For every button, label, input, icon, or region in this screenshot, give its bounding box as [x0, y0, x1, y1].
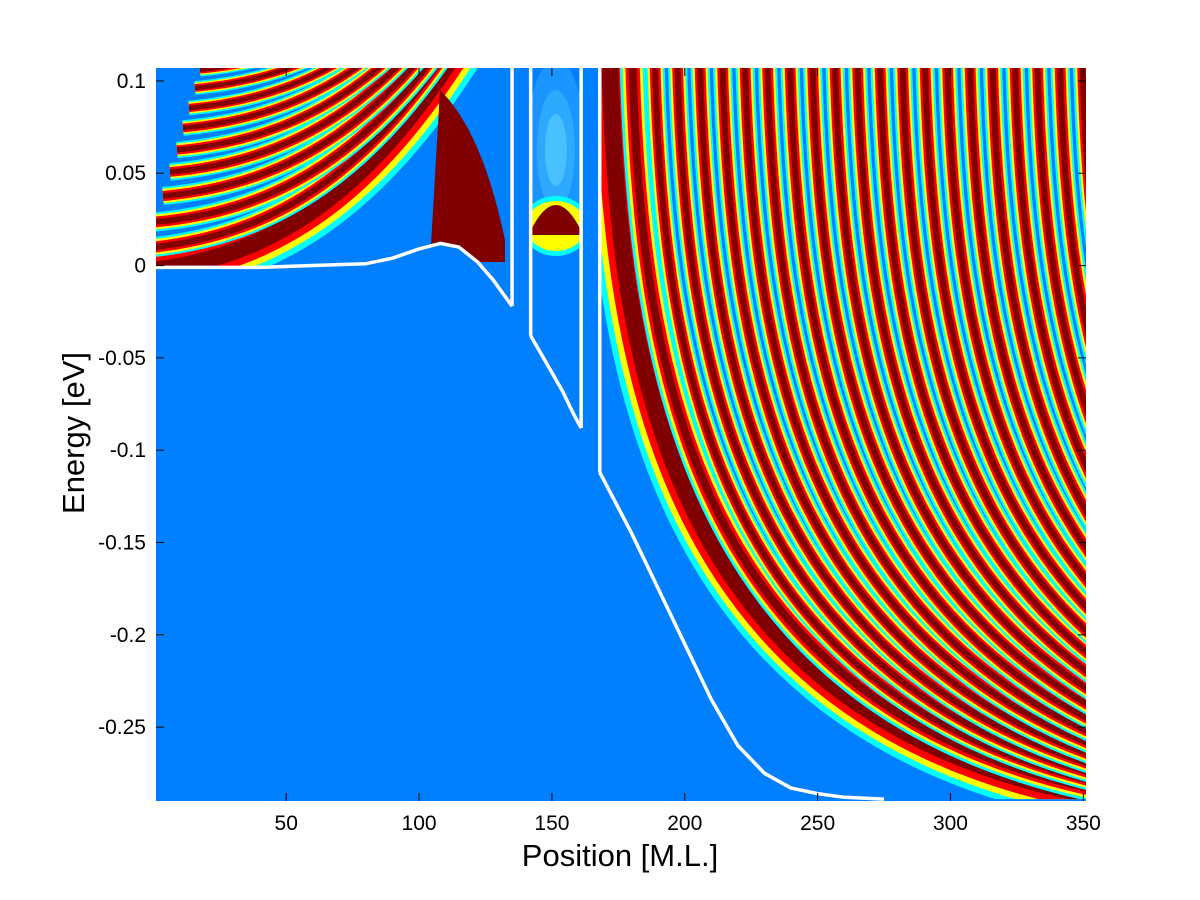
band-edge-line	[156, 241, 514, 308]
band-edge-line	[529, 334, 583, 429]
fringe-band	[1012, 68, 1086, 762]
fringe-band	[199, 68, 513, 73]
fringe-band	[1105, 63, 1200, 751]
fringe-band	[199, 68, 513, 77]
fringe-band	[854, 68, 1086, 776]
y-tick-label: -0.2	[110, 624, 146, 647]
x-axis-label: Position [M.L.]	[522, 838, 718, 873]
well-glow	[544, 114, 567, 186]
x-tick-label: 300	[933, 812, 968, 835]
fringe-band	[652, 68, 1086, 794]
fringe-band	[1072, 68, 1086, 763]
fringe-band	[967, 68, 1086, 766]
y-tick-label: -0.15	[98, 532, 146, 555]
fringe-band	[210, 0, 540, 40]
fringe-band	[742, 68, 1086, 786]
fringe-band	[628, 68, 1086, 797]
x-tick-label: 150	[534, 812, 569, 835]
well-region-density	[530, 68, 582, 256]
fringe-band	[1105, 63, 1200, 751]
fringe-band	[697, 68, 1086, 790]
y-tick-label: 0.05	[105, 162, 146, 185]
y-tick-label: 0.1	[117, 70, 146, 93]
fringe-band	[944, 68, 1086, 768]
fringe-band	[989, 68, 1086, 764]
fringe-band	[199, 68, 513, 76]
plot-area	[156, 0, 1200, 801]
band-edge-line	[598, 471, 885, 801]
fringe-band	[877, 68, 1086, 774]
fringe-band	[199, 68, 513, 74]
y-axis-ticks: 0.1 0.05 0 -0.05 -0.1 -0.15 -0.2 -0.25	[98, 70, 1086, 739]
fringe-band	[809, 68, 1086, 780]
x-tick-label: 50	[275, 812, 298, 835]
band-edge-curves	[156, 68, 885, 801]
fringe-band	[176, 68, 510, 153]
y-tick-label: 0	[134, 255, 146, 278]
fringe-band	[205, 0, 535, 54]
fringe-band	[1128, 63, 1200, 749]
fringe-band	[1128, 63, 1200, 749]
y-axis-label: Energy [eV]	[56, 352, 91, 514]
fringe-band	[210, 0, 540, 40]
x-tick-label: 250	[800, 812, 835, 835]
fringe-band	[832, 68, 1086, 778]
fringe-band	[719, 68, 1086, 788]
fringe-band	[1034, 68, 1086, 760]
x-axis-ticks: 50 100 150 200 250 300 350	[275, 68, 1101, 835]
x-tick-label: 100	[402, 812, 437, 835]
right-region-density	[599, 63, 1200, 800]
fringe-band	[210, 0, 540, 40]
fringe-band	[182, 68, 513, 131]
fringe-band	[1079, 68, 1086, 756]
well-state	[530, 205, 582, 235]
left-region-density	[156, 0, 540, 300]
fringe-band	[899, 68, 1086, 772]
fringe-band	[162, 68, 496, 199]
fringe-band	[156, 68, 488, 225]
fringe-band	[194, 68, 513, 91]
fringe-band	[1105, 63, 1200, 751]
fringe-band	[205, 0, 535, 54]
fringe-band	[210, 0, 540, 40]
fringe-band	[787, 68, 1086, 782]
fringe-band	[169, 68, 503, 175]
x-tick-label: 350	[1066, 812, 1101, 835]
fringe-band	[1128, 63, 1200, 749]
fringe-band	[1075, 68, 1086, 761]
fringe-band	[922, 68, 1086, 770]
x-tick-label: 200	[667, 812, 702, 835]
fringe-band	[205, 0, 535, 54]
fringe-band	[1105, 63, 1200, 751]
y-tick-label: -0.25	[98, 716, 146, 739]
fringe-band	[1077, 68, 1086, 759]
fringe-band	[674, 68, 1086, 792]
y-tick-label: -0.1	[110, 439, 146, 462]
fringe-band	[430, 90, 505, 262]
fringe-band	[205, 0, 535, 54]
fringe-band	[188, 68, 513, 111]
y-tick-label: -0.05	[98, 347, 146, 370]
fringe-band	[1128, 63, 1200, 749]
fringe-band	[764, 68, 1086, 784]
fringe-band	[1057, 68, 1086, 758]
